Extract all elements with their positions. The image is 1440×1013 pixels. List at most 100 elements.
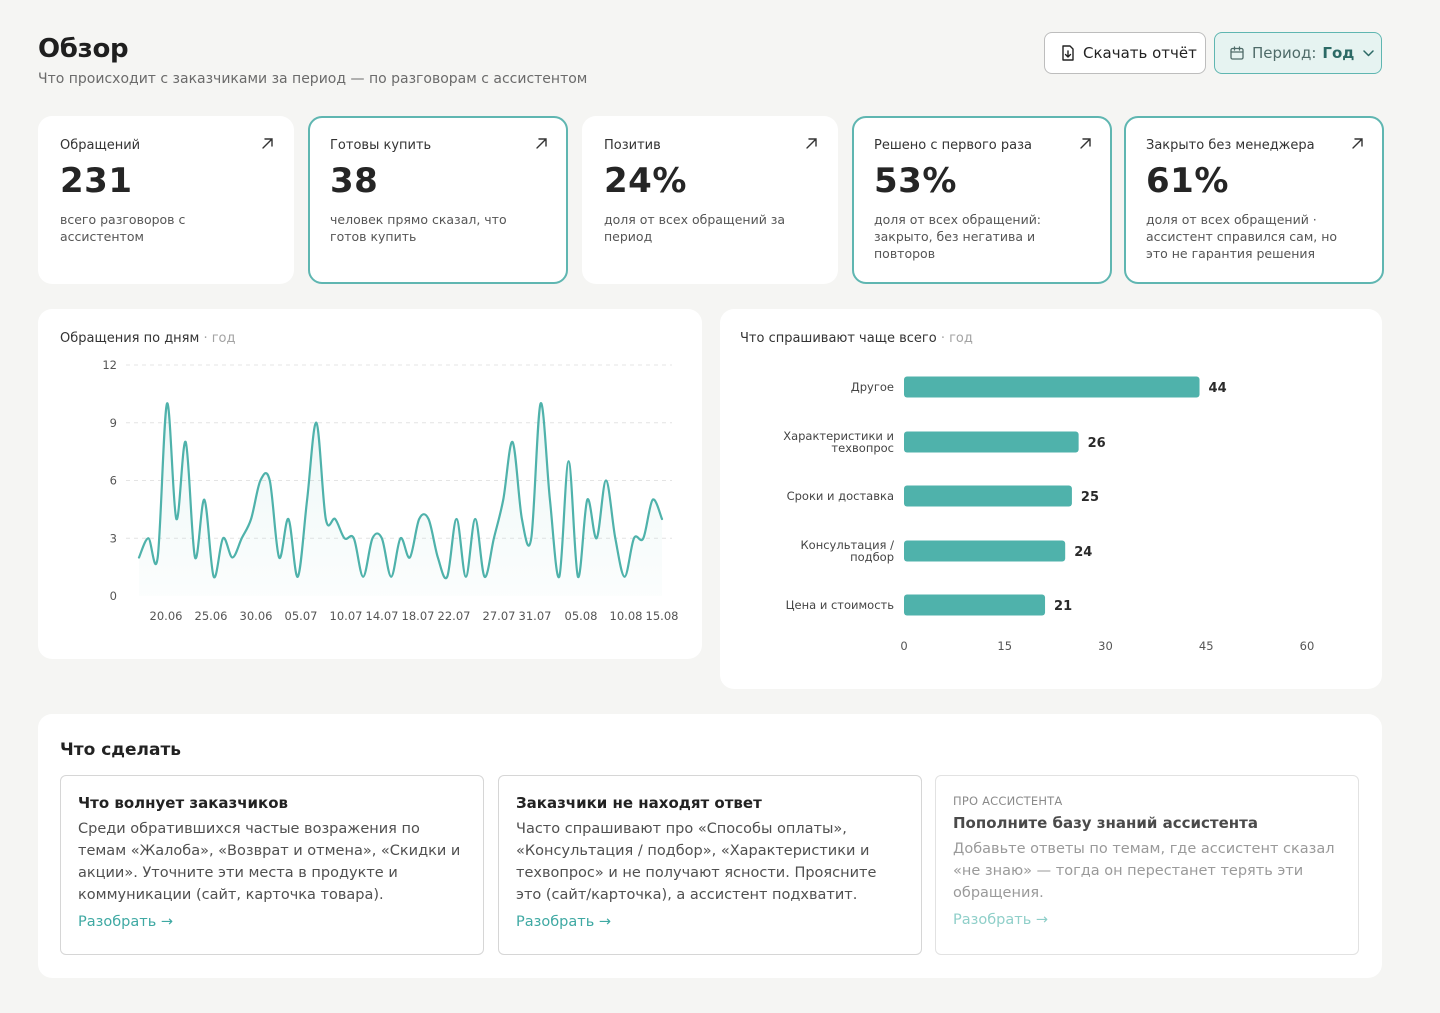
bar: [904, 594, 1046, 616]
x-tick-label: 30.06: [240, 609, 273, 623]
data-label: 25: [1081, 490, 1099, 505]
period-value: Год: [1322, 44, 1355, 62]
arrow-up-right-icon[interactable]: [1079, 137, 1092, 150]
todo-card-body: Среди обратившихся частые возражения по …: [78, 821, 461, 903]
data-label: 21: [1054, 599, 1072, 614]
download-report-label: Скачать отчёт: [1083, 44, 1197, 62]
topics-chart-title-text: Что спрашивают чаще всего: [740, 331, 937, 346]
kpi-label: Закрыто без менеджера: [1146, 138, 1315, 153]
kpi-description: доля от всех обращений · ассистент справ…: [1146, 212, 1338, 261]
y-tick-label: 6: [110, 474, 117, 488]
daily-requests-card: Обращения по дням · год 0 3 6 9 12 20.06 25.06…: [38, 309, 702, 659]
x-tick-label: 22.07: [438, 609, 471, 623]
kpi-value: 53%: [874, 161, 957, 201]
category-label: Другое: [851, 380, 894, 394]
x-tick-label: 0: [900, 639, 907, 653]
x-tick-label: 31.07: [519, 609, 552, 623]
kpi-card-first-contact-resolution[interactable]: Решено с первого раза 53% доля от всех о…: [852, 116, 1112, 284]
kpi-card-ready-to-buy[interactable]: Готовы купить 38 человек прямо сказал, ч…: [308, 116, 568, 284]
todo-section-title: Что сделать: [60, 740, 182, 760]
review-link[interactable]: Разобрать →: [953, 912, 1048, 928]
daily-chart-period: · год: [203, 331, 236, 346]
x-tick-label: 05.08: [565, 609, 598, 623]
category-label-line: техвопрос: [831, 441, 894, 455]
kpi-value: 24%: [604, 161, 687, 201]
category-label-line: Консультация /: [801, 538, 895, 552]
period-select[interactable]: Период: Год: [1214, 32, 1382, 74]
category-label: Характеристики и техвопрос: [783, 429, 894, 455]
y-tick-label: 12: [102, 358, 117, 372]
bar: [904, 376, 1200, 398]
daily-chart-title: Обращения по дням · год: [60, 331, 236, 346]
data-label: 24: [1074, 545, 1092, 560]
kpi-card-requests[interactable]: Обращений 231 всего разговоров с ассисте…: [38, 116, 294, 284]
period-label: Период:: [1252, 44, 1317, 62]
x-tick-label: 18.07: [402, 609, 435, 623]
x-tick-label: 27.07: [483, 609, 516, 623]
file-download-icon: [1062, 45, 1074, 61]
todo-card-knowledge-base: ПРО АССИСТЕНТА Пополните базу знаний асс…: [935, 775, 1359, 955]
review-link[interactable]: Разобрать →: [516, 914, 611, 930]
todo-card-no-answer: Заказчики не находят ответ Часто спрашив…: [498, 775, 922, 955]
top-questions-card: Что спрашивают чаще всего · год Другое 44…: [720, 309, 1382, 689]
category-label: Консультация / подбор: [801, 538, 895, 564]
x-tick-label: 30: [1098, 639, 1113, 653]
kpi-card-positive[interactable]: Позитив 24% доля от всех обращений за пе…: [582, 116, 838, 284]
calendar-icon: [1230, 46, 1244, 60]
x-tick-label: 05.07: [285, 609, 318, 623]
arrow-up-right-icon[interactable]: [805, 137, 818, 150]
top-questions-bar-chart: Другое 44 Характеристики и техвопрос 26 Сроки…: [783, 376, 1314, 653]
todo-card-body: Добавьте ответы по темам, где ассистент …: [953, 841, 1335, 901]
kpi-label: Обращений: [60, 138, 141, 153]
arrow-up-right-icon[interactable]: [1351, 137, 1364, 150]
todo-section: Что сделать Что волнует заказчиков Среди…: [38, 714, 1382, 978]
x-tick-label: 20.06: [150, 609, 183, 623]
y-tick-label: 3: [110, 531, 117, 545]
download-report-button[interactable]: Скачать отчёт: [1044, 32, 1206, 74]
x-tick-label: 14.07: [366, 609, 399, 623]
kpi-card-closed-without-manager[interactable]: Закрыто без менеджера 61% доля от всех о…: [1124, 116, 1384, 284]
category-label-line: Другое: [851, 380, 894, 394]
kpi-description: всего разговоров с ассистентом: [60, 212, 186, 244]
topics-chart-title: Что спрашивают чаще всего · год: [740, 331, 973, 346]
kpi-description: человек прямо сказал, что готов купить: [330, 212, 507, 244]
kpi-label: Позитив: [604, 138, 661, 153]
bar: [904, 431, 1079, 453]
data-label: 44: [1209, 381, 1227, 396]
todo-card-customer-concerns: Что волнует заказчиков Среди обратившихс…: [60, 775, 484, 955]
kpi-value: 61%: [1146, 161, 1229, 201]
category-label: Сроки и доставка: [787, 489, 894, 503]
kpi-description: доля от всех обращений за период: [604, 212, 786, 244]
daily-requests-line-chart: 0 3 6 9 12 20.06 25.06 30.06 05.07 10.07 14.07 18.0…: [102, 358, 679, 623]
review-link[interactable]: Разобрать →: [78, 914, 173, 930]
series-line: [137, 402, 664, 580]
x-tick-label: 10.08: [610, 609, 643, 623]
todo-card-heading: Пополните базу знаний ассистента: [953, 814, 1258, 832]
series-area: [139, 403, 662, 596]
page-title: Обзор: [38, 34, 129, 64]
todo-card-heading: Что волнует заказчиков: [78, 794, 288, 812]
category-label: Цена и стоимость: [786, 598, 895, 612]
chevron-down-icon: [1363, 49, 1375, 56]
x-tick-label: 15.08: [646, 609, 679, 623]
arrow-up-right-icon[interactable]: [535, 137, 548, 150]
daily-chart-title-text: Обращения по дням: [60, 331, 200, 346]
y-tick-label: 9: [110, 416, 117, 430]
x-tick-label: 15: [997, 639, 1012, 653]
category-label-line: Сроки и доставка: [787, 489, 894, 503]
kpi-value: 231: [60, 161, 133, 201]
category-label-line: Цена и стоимость: [786, 598, 895, 612]
todo-card-heading: Заказчики не находят ответ: [516, 794, 762, 812]
category-label-line: подбор: [850, 550, 894, 564]
y-tick-label: 0: [110, 589, 117, 603]
todo-card-body: Часто спрашивают про «Способы оплаты», «…: [516, 821, 877, 903]
topics-chart-period: · год: [940, 331, 973, 346]
kpi-value: 38: [330, 161, 379, 201]
arrow-up-right-icon[interactable]: [261, 137, 274, 150]
x-tick-label: 10.07: [330, 609, 363, 623]
bar: [904, 485, 1072, 507]
data-label: 26: [1088, 436, 1106, 451]
kpi-label: Готовы купить: [330, 138, 432, 153]
kpi-label: Решено с первого раза: [874, 138, 1032, 153]
kpi-description: доля от всех обращений: закрыто, без нег…: [874, 212, 1042, 261]
